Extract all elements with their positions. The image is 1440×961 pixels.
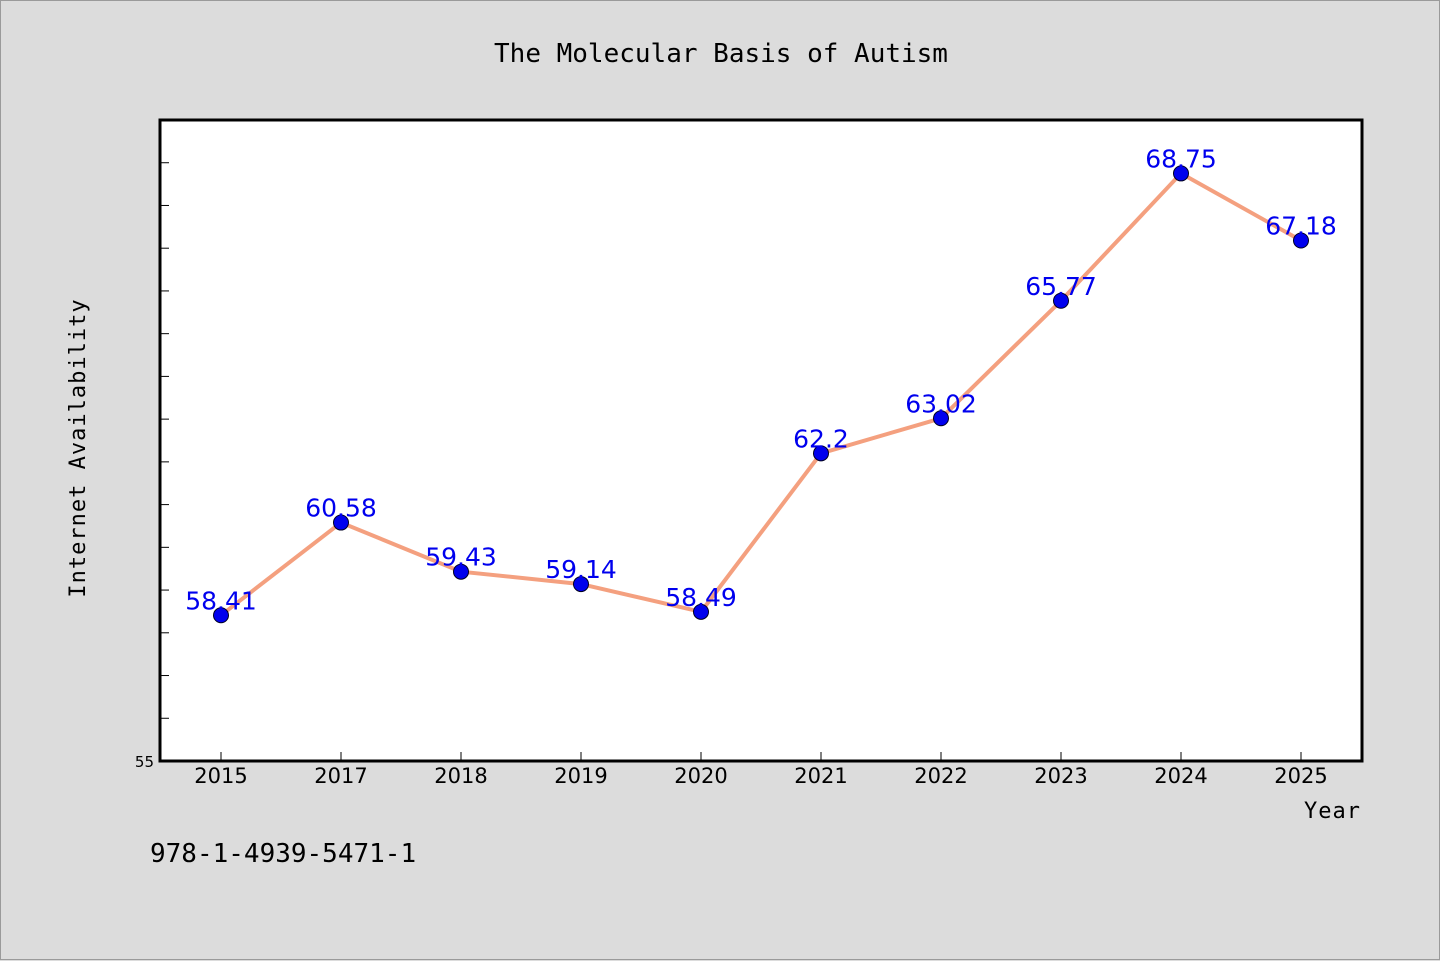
data-label: 62.2 xyxy=(793,424,849,453)
y-axis-ticks xyxy=(160,162,169,719)
chart-title: The Molecular Basis of Autism xyxy=(494,39,948,69)
data-label: 67.18 xyxy=(1265,212,1337,241)
x-tick-label: 2018 xyxy=(434,764,487,788)
data-label: 59.14 xyxy=(545,555,617,584)
x-tick-label: 2020 xyxy=(674,764,727,788)
data-point xyxy=(933,410,949,427)
data-point xyxy=(573,576,589,593)
data-point xyxy=(333,514,349,531)
data-label: 58.41 xyxy=(185,586,257,615)
x-tick-label: 2023 xyxy=(1034,764,1087,788)
isbn-text: 978-1-4939-5471-1 xyxy=(150,839,416,869)
plot-area xyxy=(158,118,1364,763)
x-axis-ticks xyxy=(220,752,1302,761)
series-line xyxy=(219,171,1302,617)
x-axis-label: Year xyxy=(1304,799,1361,824)
x-tick-label: 2022 xyxy=(914,764,967,788)
data-point xyxy=(1293,232,1309,249)
data-label: 60.58 xyxy=(305,494,377,523)
data-point xyxy=(813,445,829,462)
y-axis-label: Internet Availability xyxy=(66,298,91,597)
data-point xyxy=(693,603,709,620)
data-point xyxy=(1173,165,1189,182)
data-point xyxy=(453,563,469,580)
x-tick-label: 2017 xyxy=(314,764,367,788)
data-point xyxy=(1053,292,1069,309)
x-tick-label: 2025 xyxy=(1274,764,1327,788)
data-label: 58.49 xyxy=(665,583,737,612)
data-labels: 58.41 60.58 59.43 59.14 58.49 62.2 63.02 65.77 6… xyxy=(185,144,1337,615)
x-tick-label: 2021 xyxy=(794,764,847,788)
y-tick-label: 55 xyxy=(135,753,154,771)
data-label: 59.43 xyxy=(425,543,497,572)
x-tick-label: 2019 xyxy=(554,764,607,788)
x-tick-label: 2024 xyxy=(1154,764,1207,788)
data-label: 68.75 xyxy=(1145,144,1217,173)
y-axis-tick-labels: 55 xyxy=(135,753,154,771)
x-axis-tick-labels: 2015 2017 2018 2019 2020 2021 2022 2023 2024 2025 xyxy=(194,764,1327,788)
data-point xyxy=(213,607,229,624)
data-label: 63.02 xyxy=(905,389,977,418)
series-markers xyxy=(213,165,1309,624)
x-tick-label: 2015 xyxy=(194,764,247,788)
data-label: 65.77 xyxy=(1025,272,1097,301)
